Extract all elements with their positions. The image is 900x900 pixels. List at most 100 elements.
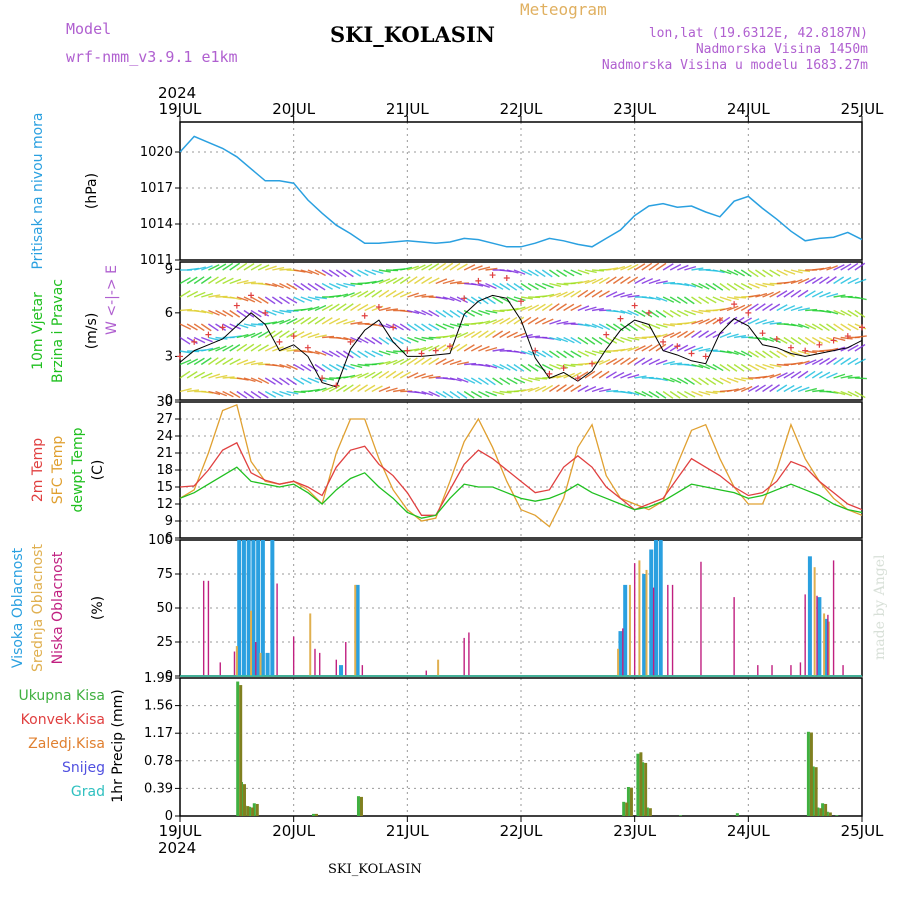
wind-barb	[470, 330, 482, 339]
wind-barb	[336, 318, 348, 325]
wind-barb	[556, 363, 569, 369]
wind-barb	[563, 363, 576, 368]
wind-barb	[549, 363, 561, 370]
wind-barb	[250, 323, 264, 326]
wind-barb	[470, 344, 483, 352]
wind-barb	[456, 343, 468, 352]
wind-barb	[293, 390, 306, 394]
wind-barb	[612, 276, 624, 285]
wind-barb	[215, 263, 227, 271]
wind-barb	[734, 334, 747, 339]
wind-barb	[264, 377, 276, 385]
wind-barb	[698, 347, 711, 352]
wind-barb	[563, 350, 575, 359]
y-tick-label: 50	[156, 601, 173, 616]
wind-barb	[748, 282, 760, 289]
wind-barb	[421, 357, 432, 366]
wind-barb	[414, 323, 425, 332]
wind-barb	[549, 319, 562, 325]
wind-barb	[414, 264, 426, 271]
wind-barb	[243, 281, 256, 285]
wind-barb	[378, 360, 391, 366]
wind-gust-marker	[475, 277, 482, 284]
wind-barb	[335, 303, 347, 312]
wind-barb	[584, 269, 597, 274]
wind-barb	[733, 282, 745, 291]
wind-barb	[599, 388, 612, 393]
wind-barb	[598, 358, 611, 366]
wind-barb	[208, 336, 221, 342]
cloud-bar-low	[832, 560, 835, 676]
wind-barb	[805, 350, 818, 354]
wind-barb	[300, 377, 312, 385]
wind-barb	[790, 269, 803, 274]
x-tick-label-top: 25JUL	[841, 100, 884, 118]
wind-barb	[328, 282, 341, 290]
wind-barb	[492, 363, 504, 370]
cloud-bar-high	[260, 540, 265, 676]
wind-barb	[840, 336, 853, 340]
wind-gust-marker	[503, 274, 510, 281]
wind-barb	[506, 363, 518, 372]
wind-gust-marker	[304, 344, 311, 351]
wind-gust-marker	[603, 331, 610, 338]
precip-bar	[626, 786, 630, 816]
wind-barb	[385, 359, 398, 366]
wind-barb	[321, 386, 334, 393]
wind-barb	[357, 350, 369, 358]
wind-barb	[577, 323, 590, 327]
wind-barb	[499, 390, 512, 394]
wind-barb	[421, 309, 433, 317]
wind-barb	[776, 350, 788, 358]
cloud-bar-low	[827, 614, 829, 676]
wind-barb	[343, 336, 356, 342]
wind-barb	[392, 358, 405, 366]
wind-barb	[201, 336, 213, 343]
wind-barb	[790, 385, 803, 393]
cloud-bar-low	[700, 561, 702, 676]
wind-barb	[471, 282, 484, 287]
cloud-bar-high	[246, 540, 251, 676]
wind-barb	[414, 336, 427, 342]
wind-unit: (m/s)	[84, 313, 100, 350]
wind-barb	[428, 263, 440, 271]
wind-barb	[755, 269, 766, 278]
wind-barb	[257, 377, 270, 385]
wind-barb	[492, 318, 504, 325]
wind-barb	[605, 371, 617, 379]
cloud-bar-low	[202, 580, 205, 676]
wind-barb	[655, 377, 668, 382]
wind-barb	[691, 346, 704, 352]
cloud-bar-high	[658, 540, 663, 676]
wind-barb	[200, 357, 212, 366]
wind-barb	[684, 390, 696, 398]
wind-barb	[676, 296, 688, 305]
wind-gust-marker	[219, 324, 226, 331]
x-tick-label-top: 24JUL	[727, 100, 770, 118]
cloud-bar-high	[270, 540, 275, 676]
wind-barb	[179, 277, 191, 285]
wind-barb	[570, 304, 582, 312]
wind-barb	[442, 334, 455, 339]
wind-barb	[378, 306, 391, 312]
wind-barb	[790, 278, 803, 285]
wind-barb	[414, 373, 426, 379]
wind-barb	[229, 296, 242, 301]
wind-barb	[335, 350, 347, 359]
wind-barb	[719, 332, 732, 339]
wind-barb	[321, 350, 334, 357]
wind-barb	[641, 344, 653, 352]
wind-barb	[676, 330, 688, 339]
wind-barb	[612, 357, 624, 366]
wind-barb	[769, 303, 781, 312]
panel-frame	[179, 677, 863, 817]
wind-gust-marker	[617, 315, 624, 322]
wind-gust-marker	[745, 309, 752, 316]
wind-barb	[350, 321, 363, 325]
wind-barb	[818, 276, 830, 285]
wind-barb	[541, 350, 553, 359]
wind-barb	[634, 390, 647, 397]
wind-barb	[819, 336, 831, 344]
wind-barb	[506, 377, 518, 385]
wind-barb	[364, 350, 376, 358]
